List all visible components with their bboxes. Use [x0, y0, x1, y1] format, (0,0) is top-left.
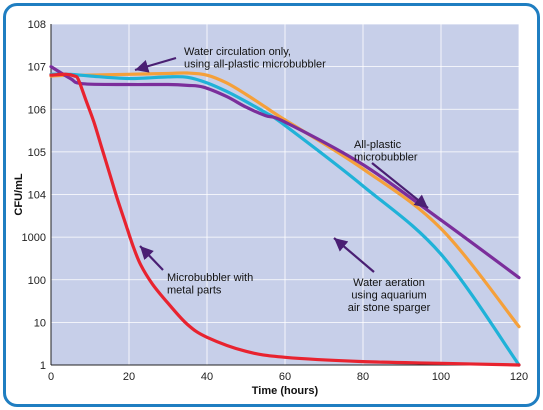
- annotation-line: microbubbler: [354, 152, 418, 164]
- y-tick-label: 1: [40, 360, 46, 372]
- annotation-line: air stone sparger: [348, 302, 431, 314]
- y-axis-title: CFU/mL: [13, 173, 25, 215]
- series-lines: [49, 65, 521, 367]
- y-tick-label: 100: [28, 275, 46, 287]
- y-tick-label: 106: [28, 104, 46, 116]
- x-tick-label: 100: [432, 371, 450, 383]
- x-axis-title: Time (hours): [252, 385, 319, 397]
- y-tick-label: 107: [28, 62, 46, 74]
- series-line-2: [49, 72, 521, 367]
- y-tick-label: 108: [28, 19, 46, 31]
- annotation-water-circ: Water circulation only, using all-plastic…: [184, 46, 326, 71]
- annotation-line: using aquarium: [351, 290, 426, 302]
- annotation-line: metal parts: [167, 285, 222, 297]
- x-tick-label: 120: [510, 371, 528, 383]
- y-tick-label: 105: [28, 147, 46, 159]
- series-line-4: [49, 72, 521, 367]
- x-tick-label: 20: [123, 371, 135, 383]
- annotations: Water circulation only, using all-plastic…: [167, 46, 431, 314]
- y-tick-label: 104: [28, 190, 46, 202]
- y-tick-label: 10: [34, 317, 46, 329]
- series-line-1: [49, 71, 521, 329]
- annotation-all-plastic: All-plastic microbubbler: [354, 139, 418, 164]
- annotation-arrow-1: [134, 56, 177, 73]
- annotation-arrows: [134, 56, 429, 273]
- annotation-metal: Microbubbler with metal parts: [167, 272, 253, 297]
- annotation-line: using all-plastic microbubbler: [184, 59, 326, 71]
- annotation-arrow-3: [333, 237, 375, 273]
- annotation-arrow-2: [371, 162, 429, 209]
- annotation-line: All-plastic: [354, 139, 402, 151]
- y-tick-label: 1000: [22, 232, 46, 244]
- annotation-line: Microbubbler with: [167, 272, 253, 284]
- axes: [50, 24, 519, 366]
- x-tick-label: 80: [357, 371, 369, 383]
- x-tick-label: 60: [279, 371, 291, 383]
- x-tick-label: 0: [48, 371, 54, 383]
- x-tick-label: 40: [201, 371, 213, 383]
- annotation-aeration: Water aeration using aquarium air stone sp…: [348, 277, 431, 314]
- annotation-arrow-4: [139, 245, 164, 271]
- annotation-line: Water aeration: [353, 277, 425, 289]
- annotation-line: Water circulation only,: [184, 46, 291, 58]
- series-line-3: [49, 65, 521, 280]
